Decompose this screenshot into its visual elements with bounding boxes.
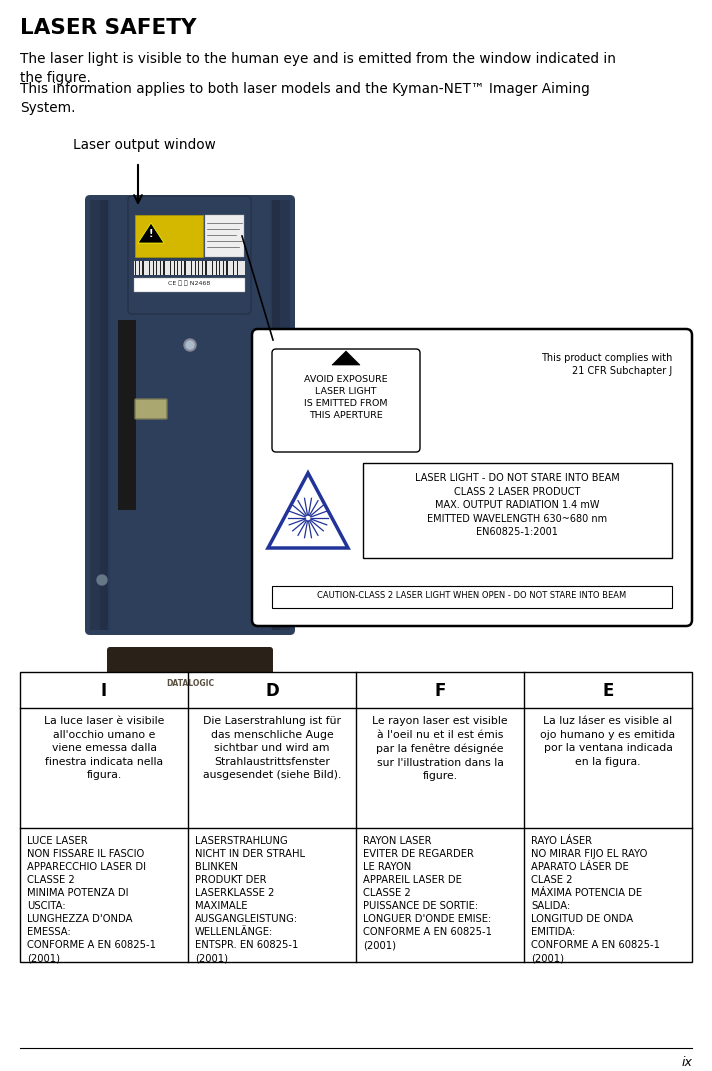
Bar	[149, 261, 150, 275]
Text: LASER LIGHT - DO NOT STARE INTO BEAM
CLASS 2 LASER PRODUCT
MAX. OUTPUT RADIATION: LASER LIGHT - DO NOT STARE INTO BEAM CLA…	[414, 473, 619, 538]
Text: D: D	[265, 682, 279, 700]
Bar	[201, 261, 203, 275]
Text: I: I	[101, 682, 107, 700]
Text: This information applies to both laser models and the Kyman-NET™ Imager Aiming
S: This information applies to both laser m…	[20, 82, 590, 115]
Text: ix: ix	[681, 1056, 692, 1069]
Text: Die Laserstrahlung ist für
das menschliche Auge
sichtbar und wird am
Strahlaustr: Die Laserstrahlung ist für das menschlic…	[203, 716, 341, 781]
Polygon shape	[332, 351, 360, 365]
Bar	[177, 261, 178, 275]
FancyBboxPatch shape	[128, 196, 251, 314]
Text: CE Ⓒ Ⓝ N2468: CE Ⓒ Ⓝ N2468	[168, 280, 210, 286]
Text: La luce laser è visibile
all'occhio umano e
viene emessa dalla
finestra indicata: La luce laser è visibile all'occhio uman…	[44, 716, 164, 781]
FancyBboxPatch shape	[85, 195, 295, 635]
Circle shape	[184, 340, 196, 351]
Text: CAUTION-CLASS 2 LASER LIGHT WHEN OPEN - DO NOT STARE INTO BEAM: CAUTION-CLASS 2 LASER LIGHT WHEN OPEN - …	[318, 591, 627, 600]
Text: This product complies with
21 CFR Subchapter J: This product complies with 21 CFR Subcha…	[540, 353, 672, 376]
Bar	[272, 586, 672, 608]
Text: E: E	[602, 682, 614, 700]
Text: DATALOGIC: DATALOGIC	[166, 679, 214, 689]
Bar	[135, 261, 136, 275]
Bar	[187, 261, 188, 275]
Bar	[363, 463, 672, 558]
Bar	[226, 261, 228, 275]
Bar	[174, 261, 175, 275]
Bar	[219, 261, 220, 275]
Text: LUCE LASER
NON FISSARE IL FASCIO
APPARECCHIO LASER DI
CLASSE 2
MINIMA POTENZA DI: LUCE LASER NON FISSARE IL FASCIO APPAREC…	[27, 836, 156, 963]
Bar	[142, 261, 144, 275]
Text: Laser output window: Laser output window	[73, 138, 216, 152]
Bar	[194, 261, 196, 275]
Bar	[134, 261, 245, 275]
Text: F: F	[434, 682, 446, 700]
Bar	[184, 261, 186, 275]
FancyBboxPatch shape	[107, 647, 273, 713]
Bar	[135, 215, 203, 257]
Bar	[229, 261, 230, 275]
Polygon shape	[268, 473, 348, 548]
Bar	[139, 261, 140, 275]
Bar	[272, 200, 280, 630]
Bar	[181, 261, 182, 275]
Bar	[236, 261, 238, 275]
Bar	[134, 278, 245, 292]
Bar	[272, 200, 290, 630]
FancyBboxPatch shape	[135, 399, 167, 419]
Bar	[205, 261, 206, 275]
Bar	[159, 261, 161, 275]
Text: The laser light is visible to the human eye and is emitted from the window indic: The laser light is visible to the human …	[20, 52, 616, 85]
Circle shape	[97, 575, 107, 585]
Bar	[222, 261, 224, 275]
Text: RAYO LÁSER
NO MIRAR FIJO EL RAYO
APARATO LÁSER DE
CLASE 2
MÁXIMA POTENCIA DE
SAL: RAYO LÁSER NO MIRAR FIJO EL RAYO APARATO…	[531, 836, 660, 963]
Text: !: !	[149, 229, 153, 239]
Bar	[170, 261, 171, 275]
Text: RAYON LASER
EVITER DE REGARDER
LE RAYON
APPAREIL LASER DE
CLASSE 2
PUISSANCE DE : RAYON LASER EVITER DE REGARDER LE RAYON …	[363, 836, 492, 950]
Text: AVOID EXPOSURE
LASER LIGHT
IS EMITTED FROM
THIS APERTURE: AVOID EXPOSURE LASER LIGHT IS EMITTED FR…	[304, 375, 388, 421]
Bar	[156, 261, 157, 275]
Bar	[233, 261, 234, 275]
Text: Le rayon laser est visible
à l'oeil nu et il est émis
par la fenêtre désignée
su: Le rayon laser est visible à l'oeil nu e…	[372, 716, 508, 781]
Text: LASER SAFETY: LASER SAFETY	[20, 18, 197, 37]
Bar	[145, 261, 146, 275]
Bar	[163, 261, 164, 275]
Text: La luz láser es visible al
ojo humano y es emitida
por la ventana indicada
en la: La luz láser es visible al ojo humano y …	[540, 716, 676, 767]
Bar	[20, 672, 692, 962]
FancyBboxPatch shape	[272, 349, 420, 452]
Bar	[90, 200, 108, 630]
Bar	[191, 261, 192, 275]
Bar	[152, 261, 154, 275]
Bar	[100, 200, 108, 630]
Text: LASERSTRAHLUNG
NICHT IN DER STRAHL
BLINKEN
PRODUKT DER
LASERKLASSE 2
MAXIMALE
AU: LASERSTRAHLUNG NICHT IN DER STRAHL BLINK…	[195, 836, 305, 963]
Bar	[118, 320, 136, 510]
Polygon shape	[138, 223, 164, 243]
Bar	[212, 261, 213, 275]
Bar	[270, 200, 272, 630]
Circle shape	[186, 341, 194, 349]
Bar	[205, 215, 244, 257]
Bar	[216, 261, 217, 275]
FancyBboxPatch shape	[252, 329, 692, 627]
Bar	[198, 261, 199, 275]
Bar	[108, 200, 110, 630]
